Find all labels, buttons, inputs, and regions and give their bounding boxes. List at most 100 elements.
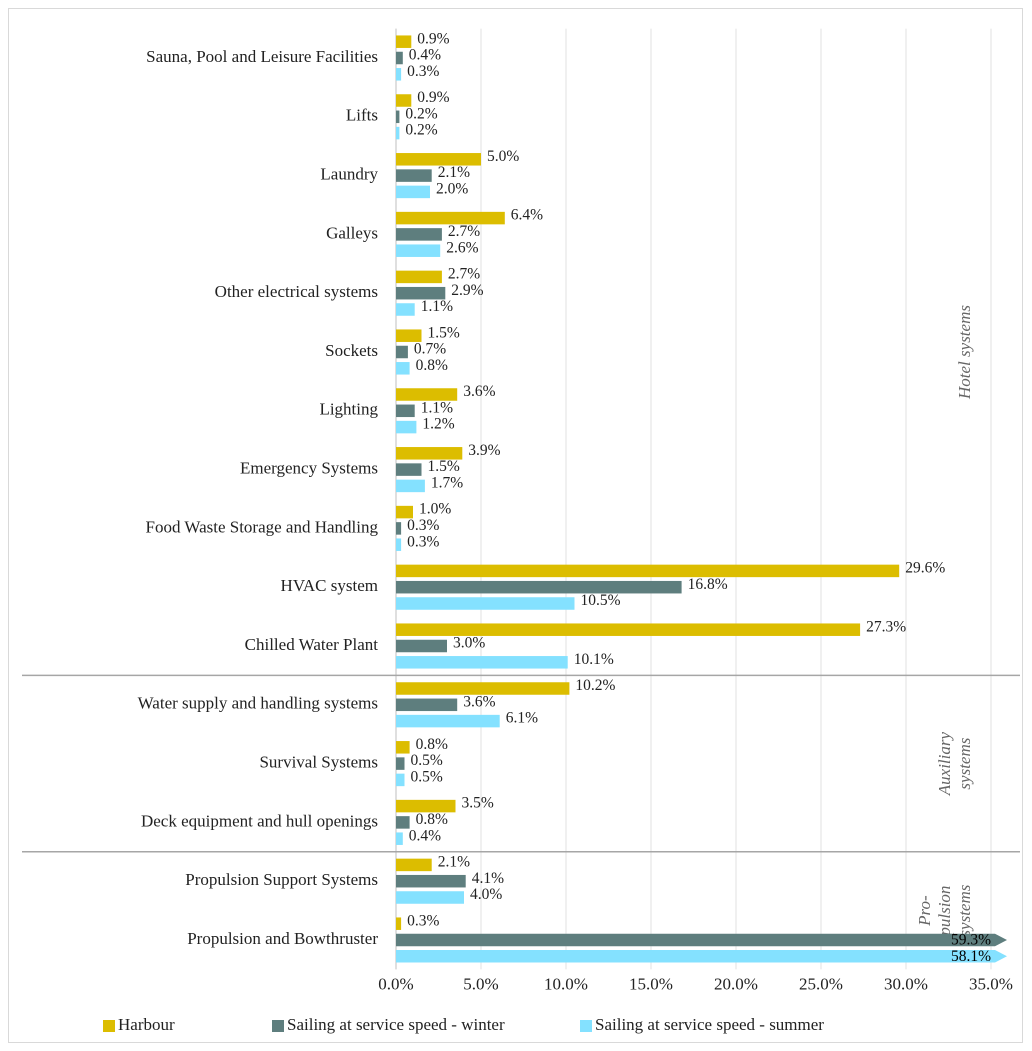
bar — [396, 463, 422, 476]
bar — [396, 345, 408, 359]
x-tick-label: 30.0% — [884, 974, 928, 993]
bar — [396, 110, 400, 124]
bar — [396, 68, 402, 81]
x-tick-label: 5.0% — [463, 974, 498, 993]
value-label: 0.5% — [411, 768, 443, 785]
legend-label: Sailing at service speed - winter — [287, 1015, 505, 1034]
bar — [396, 741, 410, 754]
bar — [396, 228, 442, 241]
value-label: 4.0% — [470, 886, 502, 903]
bar — [396, 757, 405, 770]
value-label: 0.5% — [411, 752, 443, 769]
frame — [8, 8, 1023, 1043]
category-label: Emergency Systems — [240, 459, 378, 478]
x-tick-label: 25.0% — [799, 974, 843, 993]
bar — [396, 773, 405, 787]
bar — [396, 479, 425, 493]
bar — [396, 94, 412, 107]
bar — [396, 858, 432, 872]
x-tick-label: 35.0% — [969, 974, 1013, 993]
bar — [396, 698, 458, 712]
value-label: 29.6% — [905, 559, 945, 576]
value-label: 3.6% — [463, 693, 495, 710]
value-label: 0.8% — [416, 357, 448, 374]
category-label: Propulsion and Bowthruster — [187, 929, 378, 948]
value-label: 0.4% — [409, 827, 441, 844]
bar — [396, 891, 464, 904]
bar — [396, 447, 463, 460]
category-label: Other electrical systems — [215, 282, 378, 301]
legend-swatch — [103, 1020, 115, 1032]
value-label: 1.7% — [431, 474, 463, 491]
value-label: 5.0% — [487, 148, 519, 165]
value-label: 0.3% — [407, 517, 439, 534]
value-label: 0.3% — [407, 912, 439, 929]
bar — [396, 35, 412, 48]
value-label: 1.0% — [419, 501, 451, 518]
bar — [396, 286, 446, 300]
value-label: 10.2% — [575, 677, 615, 694]
value-label: 0.9% — [417, 30, 449, 47]
bar — [396, 580, 682, 594]
bar — [396, 623, 861, 636]
value-label: 2.1% — [438, 853, 470, 870]
bar — [396, 420, 417, 434]
group-label: systems — [955, 737, 974, 789]
value-label: 10.5% — [581, 592, 621, 609]
value-label: 4.1% — [472, 870, 504, 887]
value-label: 3.0% — [453, 635, 485, 652]
bar — [396, 404, 415, 418]
bar — [396, 51, 403, 65]
group-label: Hotel systems — [955, 305, 974, 400]
category-label: Propulsion Support Systems — [185, 870, 378, 889]
value-label: 0.8% — [416, 811, 448, 828]
group-label: Pro- — [915, 895, 934, 927]
bar — [396, 597, 575, 610]
value-label: 0.9% — [417, 89, 449, 106]
value-label: 6.4% — [511, 207, 543, 224]
category-label: Water supply and handling systems — [138, 694, 378, 713]
category-label: Food Waste Storage and Handling — [145, 517, 378, 536]
x-tick-label: 20.0% — [714, 974, 758, 993]
legend-swatch — [272, 1020, 284, 1032]
value-label: 58.1% — [951, 948, 991, 965]
bar — [396, 799, 456, 813]
category-label: Lighting — [319, 400, 378, 419]
category-label: Sockets — [325, 341, 378, 360]
bar — [396, 656, 568, 669]
value-label: 2.1% — [438, 164, 470, 181]
bar — [396, 538, 402, 551]
bar — [396, 329, 422, 342]
bar — [396, 211, 505, 225]
bar — [396, 816, 410, 829]
value-label: 0.8% — [416, 736, 448, 753]
bar — [396, 270, 442, 284]
value-label: 2.9% — [451, 282, 483, 299]
bar — [396, 388, 458, 401]
value-label: 0.3% — [407, 533, 439, 550]
bar — [396, 126, 400, 140]
bar — [396, 950, 1007, 963]
value-label: 2.7% — [448, 223, 480, 240]
legend-label: Harbour — [118, 1015, 175, 1034]
bar — [396, 303, 415, 316]
category-label: Chilled Water Plant — [245, 635, 379, 654]
bar — [396, 714, 500, 728]
value-label: 0.2% — [405, 105, 437, 122]
legend-label: Sailing at service speed - summer — [595, 1015, 824, 1034]
value-label: 6.1% — [506, 710, 538, 727]
value-label: 2.7% — [448, 265, 480, 282]
value-label: 16.8% — [688, 576, 728, 593]
bar — [396, 153, 481, 166]
value-label: 1.5% — [428, 324, 460, 341]
legend-swatch — [580, 1020, 592, 1032]
x-tick-label: 0.0% — [378, 974, 413, 993]
category-label: Galleys — [326, 223, 378, 242]
value-label: 3.5% — [462, 795, 494, 812]
category-label: Laundry — [320, 165, 378, 184]
bar — [396, 917, 402, 930]
bar — [396, 564, 900, 578]
bar — [396, 874, 466, 888]
group-label: pulsion — [935, 886, 954, 937]
